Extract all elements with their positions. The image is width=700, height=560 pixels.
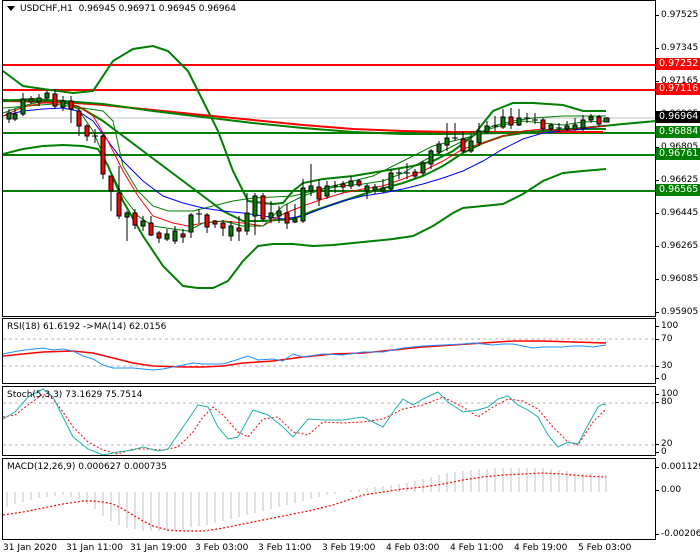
time-label: 4 Feb 11:00 [450, 543, 504, 553]
macd-panel[interactable]: MACD(12,26,9) 0.000627 0.000735 [2, 458, 656, 540]
price-tick: 0.96445 [654, 208, 698, 218]
macd-histogram [6, 468, 607, 531]
time-label: 3 Feb 03:00 [195, 543, 249, 553]
stoch-canvas [3, 388, 655, 455]
stoch-title: Stoch(5,3,3) 73.1629 75.7514 [7, 390, 143, 400]
support-price-label: 0.96761 [656, 148, 700, 160]
price-tick: 0.97165 [654, 76, 698, 86]
symbol-label: USDCHF,H1 [20, 4, 73, 14]
macd-tick: 0.001129 [655, 462, 700, 472]
stoch-tick: 80 [654, 397, 672, 407]
ohlc-values: 0.96945 0.96971 0.96945 0.96964 [78, 4, 237, 14]
stoch-tick: 0 [655, 447, 667, 457]
stoch-axis: 100 80 20 0 [654, 386, 700, 457]
ma-green [3, 100, 607, 232]
macd-tick: 0.00 [654, 485, 681, 495]
price-tick: 0.96805 [654, 142, 698, 152]
macd-tick: -0.002066 [654, 529, 700, 539]
main-chart-panel[interactable]: USDCHF,H1 0.96945 0.96971 0.96945 0.9696… [2, 0, 656, 317]
time-axis[interactable]: 31 Jan 2020 31 Jan 11:00 31 Jan 19:00 3 … [0, 540, 700, 560]
time-label: 31 Jan 11:00 [66, 543, 123, 553]
time-label: 4 Feb 19:00 [514, 543, 568, 553]
chart-title: USDCHF,H1 0.96945 0.96971 0.96945 0.9696… [7, 4, 236, 14]
price-tick: 0.96625 [654, 175, 698, 185]
time-label: 31 Jan 19:00 [130, 543, 187, 553]
support-price-label: 0.96884 [656, 126, 700, 138]
rsi-title: RSI(18) 61.6192 ->MA(14) 62.0156 [7, 322, 167, 332]
stoch-tick: 100 [654, 389, 678, 399]
macd-canvas [3, 468, 607, 532]
rsi-line [3, 342, 607, 371]
stoch-signal-line [3, 393, 607, 455]
stochastic-panel[interactable]: Stoch(5,3,3) 73.1629 75.7514 [2, 386, 656, 456]
price-tick: 0.97525 [654, 10, 698, 20]
rsi-axis: 100 70 30 0 [654, 318, 700, 384]
price-tick: 0.96265 [654, 241, 698, 251]
rsi-tick: 70 [654, 334, 672, 344]
price-axis[interactable]: 0.97525 0.97345 0.97165 0.96985 0.96805 … [654, 0, 700, 317]
resistance-price-label: 0.97116 [656, 83, 700, 95]
macd-axis: 0.001129 0.00 -0.002066 [654, 458, 700, 540]
current-price-label: 0.96964 [656, 111, 700, 123]
price-tick: 0.97345 [654, 43, 698, 53]
rsi-tick: 100 [654, 321, 678, 331]
collapse-arrow-icon[interactable] [7, 6, 15, 11]
rsi-canvas [3, 338, 655, 371]
resistance-price-label: 0.97252 [656, 58, 700, 70]
stoch-main-line [3, 388, 607, 455]
time-label: 3 Feb 19:00 [322, 543, 376, 553]
rsi-tick: 0 [655, 373, 667, 383]
price-tick: 0.96085 [654, 274, 698, 284]
macd-signal-line [3, 472, 607, 532]
rsi-ma-line [3, 340, 607, 368]
time-label: 4 Feb 03:00 [386, 543, 440, 553]
price-chart-canvas [3, 44, 655, 289]
price-tick: 0.95905 [654, 307, 698, 317]
bollinger-upper [3, 44, 606, 206]
rsi-tick: 30 [654, 361, 672, 371]
candlesticks [6, 89, 610, 244]
time-label: 5 Feb 03:00 [578, 543, 632, 553]
time-label: 31 Jan 2020 [3, 543, 57, 553]
support-price-label: 0.96565 [656, 184, 700, 196]
ma-red [3, 102, 607, 227]
time-label: 3 Feb 11:00 [258, 543, 312, 553]
macd-title: MACD(12,26,9) 0.000627 0.000735 [7, 462, 167, 472]
stoch-tick: 20 [654, 439, 672, 449]
rsi-panel[interactable]: RSI(18) 61.6192 ->MA(14) 62.0156 [2, 318, 656, 384]
